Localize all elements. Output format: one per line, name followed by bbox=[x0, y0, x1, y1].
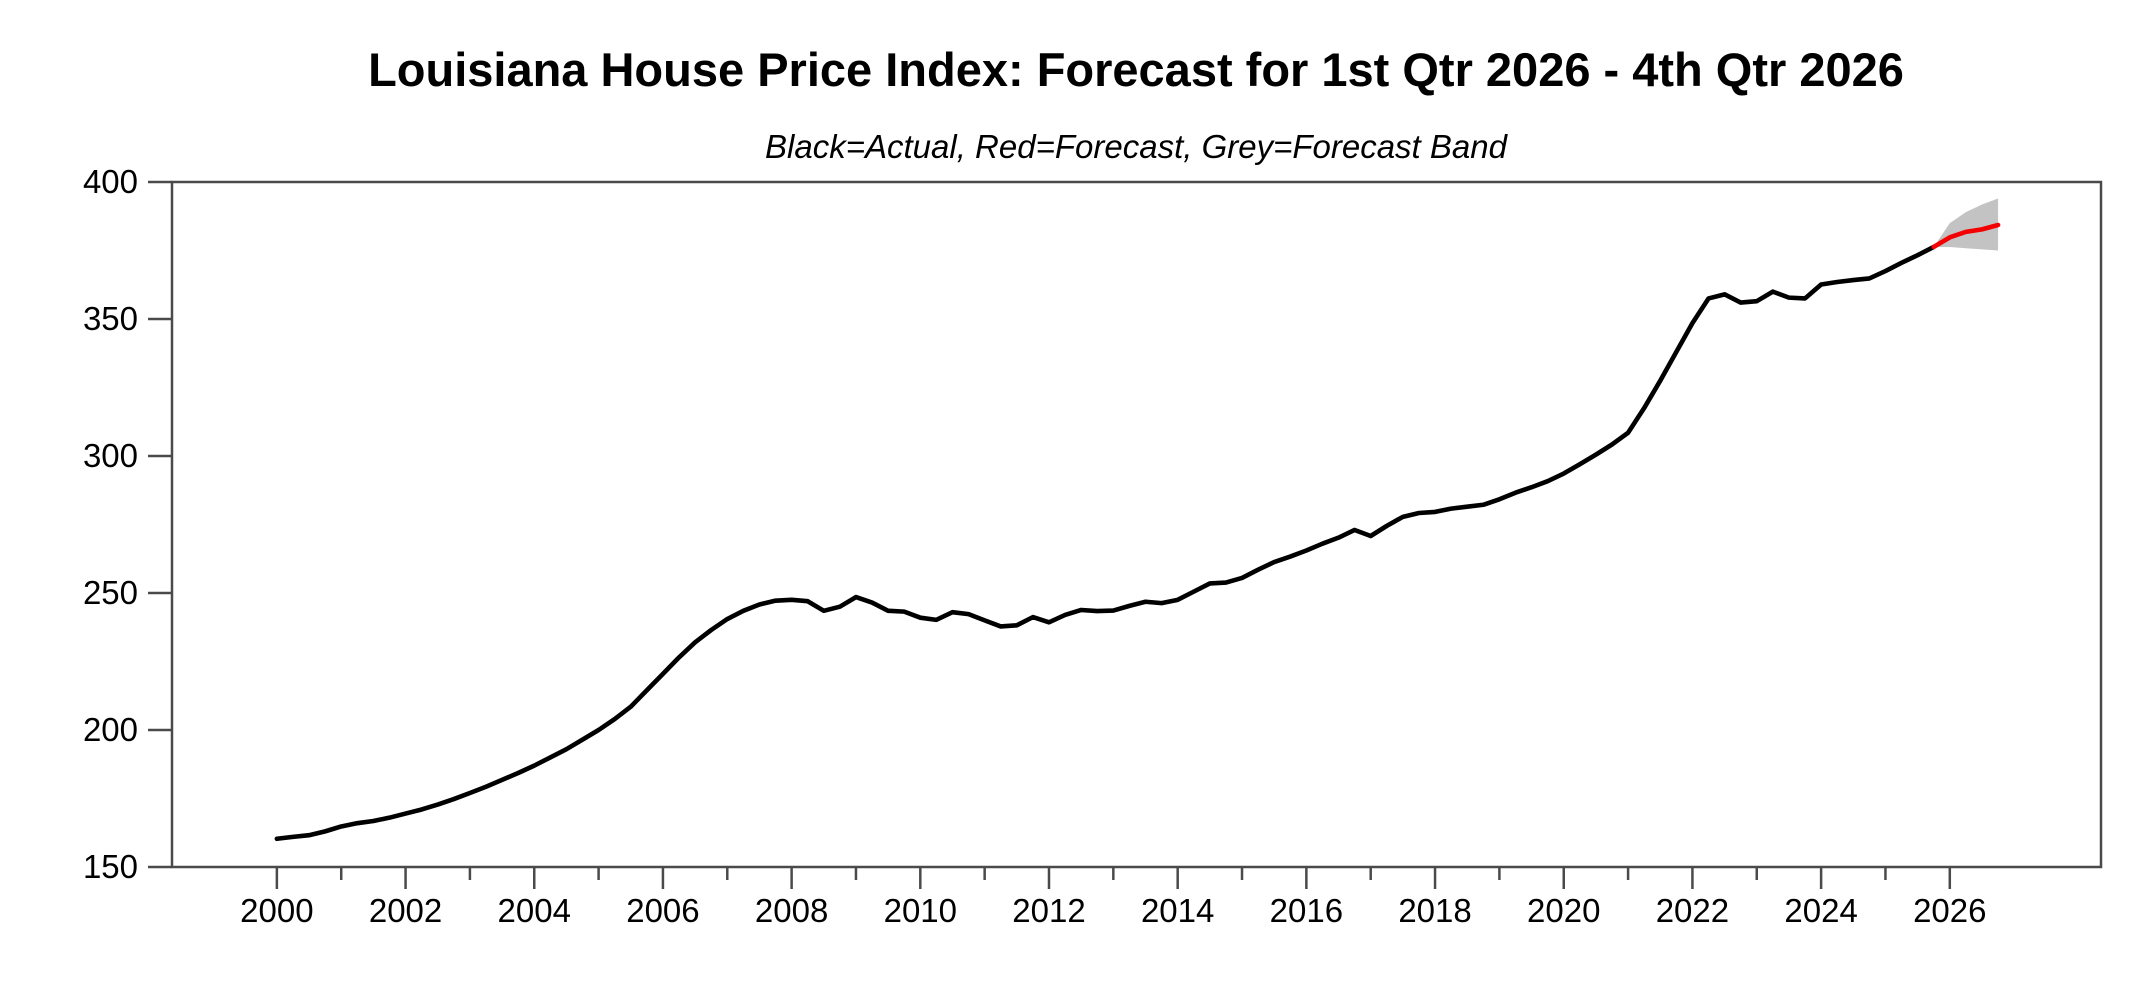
x-tick-label: 2022 bbox=[1656, 892, 1729, 929]
forecast-series-line bbox=[1931, 222, 2001, 250]
x-tick-label: 2020 bbox=[1527, 892, 1600, 929]
x-tick-label: 2016 bbox=[1270, 892, 1343, 929]
x-tick-label: 2026 bbox=[1913, 892, 1986, 929]
chart-title: Louisiana House Price Index: Forecast fo… bbox=[368, 43, 1904, 96]
x-tick-label: 2018 bbox=[1398, 892, 1471, 929]
y-tick-label: 300 bbox=[83, 437, 138, 474]
x-tick-label: 2010 bbox=[884, 892, 957, 929]
y-tick-label: 400 bbox=[83, 163, 138, 200]
y-tick-label: 150 bbox=[83, 848, 138, 885]
y-axis-ticks bbox=[148, 180, 172, 869]
x-axis-ticks bbox=[275, 867, 1952, 889]
plot-frame bbox=[170, 180, 2103, 869]
x-tick-label: 2024 bbox=[1784, 892, 1857, 929]
x-tick-label: 2006 bbox=[626, 892, 699, 929]
x-tick-label: 2000 bbox=[240, 892, 313, 929]
chart-subtitle: Black=Actual, Red=Forecast, Grey=Forecas… bbox=[765, 128, 1509, 165]
x-tick-label: 2014 bbox=[1141, 892, 1214, 929]
actual-series-line bbox=[274, 244, 1937, 842]
y-tick-label: 350 bbox=[83, 300, 138, 337]
x-tick-label: 2012 bbox=[1012, 892, 1085, 929]
y-tick-label: 250 bbox=[83, 574, 138, 611]
x-tick-label: 2002 bbox=[369, 892, 442, 929]
y-tick-label: 200 bbox=[83, 711, 138, 748]
series-lines-layer bbox=[274, 222, 2001, 842]
x-axis-labels: 2000 2002 2004 2006 2008 2010 2012 2014 2016 2018… bbox=[240, 892, 1986, 929]
y-axis-labels: 150 200 250 300 350 400 bbox=[83, 163, 138, 885]
x-tick-label: 2008 bbox=[755, 892, 828, 929]
x-tick-label: 2004 bbox=[498, 892, 571, 929]
